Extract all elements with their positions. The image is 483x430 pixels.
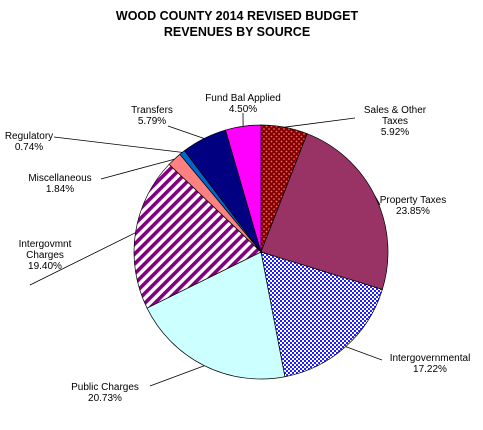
slice-label: Fund Bal Applied 4.50% bbox=[205, 93, 281, 115]
slice-label: Regulatory 0.74% bbox=[5, 131, 53, 153]
leader-line bbox=[100, 158, 175, 180]
leader-lines bbox=[29, 112, 383, 387]
leader-line bbox=[149, 365, 205, 387]
leader-line bbox=[29, 232, 136, 286]
chart-title: WOOD COUNTY 2014 REVISED BUDGET bbox=[116, 9, 359, 23]
leader-line bbox=[375, 196, 381, 206]
slice-labels: Sales & Other Taxes 5.92% Property Taxes 23.… bbox=[5, 93, 470, 404]
slice-label: Intergovmnt Charges 19.40% bbox=[19, 239, 72, 272]
pie-slices bbox=[133, 124, 389, 380]
slice-label: Sales & Other Taxes 5.92% bbox=[364, 105, 427, 138]
slice-label: Transfers 5.79% bbox=[131, 105, 173, 127]
slice-label: Intergovernmental 17.22% bbox=[390, 353, 471, 375]
chart-subtitle: REVENUES BY SOURCE bbox=[164, 25, 310, 39]
leader-line bbox=[345, 346, 383, 361]
leader-line bbox=[167, 125, 205, 139]
pie-slice-public-charges bbox=[146, 251, 286, 380]
slice-label: Miscellaneous 1.84% bbox=[28, 173, 91, 195]
pie-slice-intergovernmental bbox=[260, 251, 383, 378]
pie-slice-intergovmnt-charges bbox=[133, 163, 262, 309]
slice-label: Property Taxes 23.85% bbox=[380, 195, 447, 217]
leader-line bbox=[284, 117, 356, 128]
slice-label: Public Charges 20.73% bbox=[71, 382, 139, 404]
leader-line bbox=[53, 136, 183, 153]
